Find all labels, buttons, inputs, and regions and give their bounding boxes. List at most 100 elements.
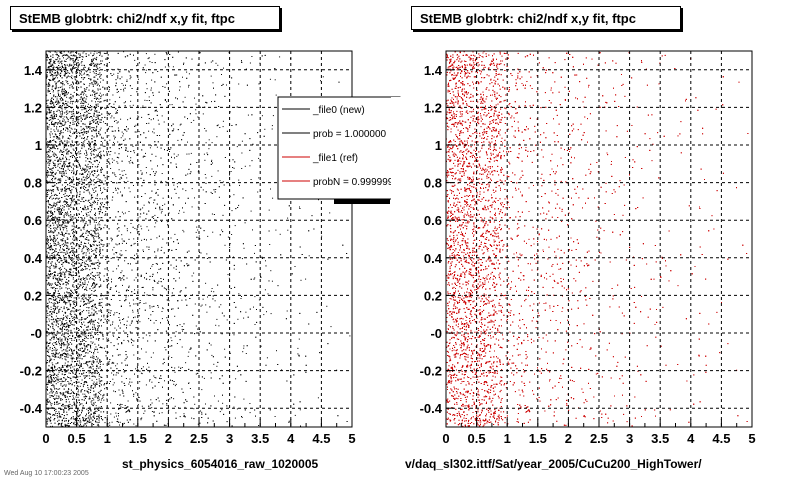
scatter-point [166,317,168,319]
scatter-point [107,291,109,293]
scatter-point [54,381,56,382]
scatter-point [60,52,62,54]
scatter-point [71,86,73,88]
scatter-point [97,88,99,90]
scatter-point [89,113,91,114]
scatter-point [198,235,200,237]
scatter-point [63,54,65,56]
scatter-point [132,145,134,147]
scatter-point [88,140,90,142]
scatter-point [92,402,94,404]
scatter-point [54,369,56,371]
scatter-point [58,201,60,203]
scatter-point [190,152,192,154]
scatter-point [191,417,193,419]
scatter-point [58,62,60,64]
scatter-point [71,250,73,252]
scatter-point [233,334,235,336]
scatter-point [96,308,98,309]
scatter-point [91,308,93,310]
scatter-point [86,364,88,365]
scatter-point [71,324,73,325]
scatter-point [63,409,65,410]
scatter-point [205,177,207,179]
scatter-point [210,61,212,63]
scatter-point [87,74,89,75]
scatter-point [171,104,173,106]
scatter-point [182,330,183,332]
scatter-point [224,244,226,246]
scatter-point [52,385,54,387]
scatter-point [48,377,50,379]
scatter-point [173,288,175,290]
scatter-point [78,319,80,321]
scatter-point [147,58,149,60]
scatter-point [63,104,65,106]
scatter-point [77,184,79,186]
scatter-point [88,412,89,414]
scatter-point [58,343,60,344]
scatter-point [99,254,100,256]
scatter-point [103,227,105,229]
scatter-point [98,327,99,329]
scatter-point [51,178,53,180]
scatter-point [146,172,147,174]
scatter-point [65,353,66,355]
scatter-point [51,379,53,381]
scatter-point [98,69,100,71]
scatter-point [107,220,109,222]
scatter-point [64,259,66,261]
scatter-point [77,410,79,412]
scatter-point [183,211,185,213]
scatter-point [97,338,99,340]
scatter-point [123,90,125,92]
scatter-point [96,424,98,426]
scatter-point [56,137,57,139]
scatter-point [54,163,56,165]
scatter-point [68,274,70,276]
scatter-point [72,271,74,273]
scatter-point [89,377,91,379]
scatter-point [72,112,74,114]
scatter-point [145,83,147,85]
scatter-point [74,385,76,387]
scatter-point [60,149,62,151]
scatter-point [205,282,207,284]
scatter-point [159,135,161,136]
scatter-point [67,309,68,311]
scatter-point [85,352,87,354]
scatter-point [74,238,76,240]
scatter-point [175,331,177,333]
scatter-point [69,335,71,336]
scatter-point [100,361,102,362]
scatter-point [49,63,51,65]
scatter-point [99,254,101,256]
scatter-point [52,324,54,326]
scatter-point [152,94,154,96]
scatter-point [75,377,77,379]
scatter-point [64,276,66,278]
scatter-point [320,80,321,82]
scatter-point [96,111,98,113]
scatter-point [109,139,111,141]
scatter-point [121,242,123,244]
scatter-point [64,423,66,425]
scatter-point [51,86,53,88]
scatter-point [80,389,82,391]
scatter-point [61,55,63,57]
scatter-point [73,422,75,424]
scatter-point [90,179,92,181]
scatter-point [57,330,59,332]
scatter-point [56,52,58,54]
scatter-point [77,125,79,127]
scatter-point [62,278,64,280]
scatter-point [53,381,55,383]
scatter-point [58,341,60,343]
scatter-point [75,291,77,293]
scatter-point [151,306,153,308]
scatter-point [119,96,121,98]
scatter-point [80,263,82,265]
scatter-point [81,211,82,213]
scatter-point [92,323,94,325]
scatter-point [208,148,210,150]
